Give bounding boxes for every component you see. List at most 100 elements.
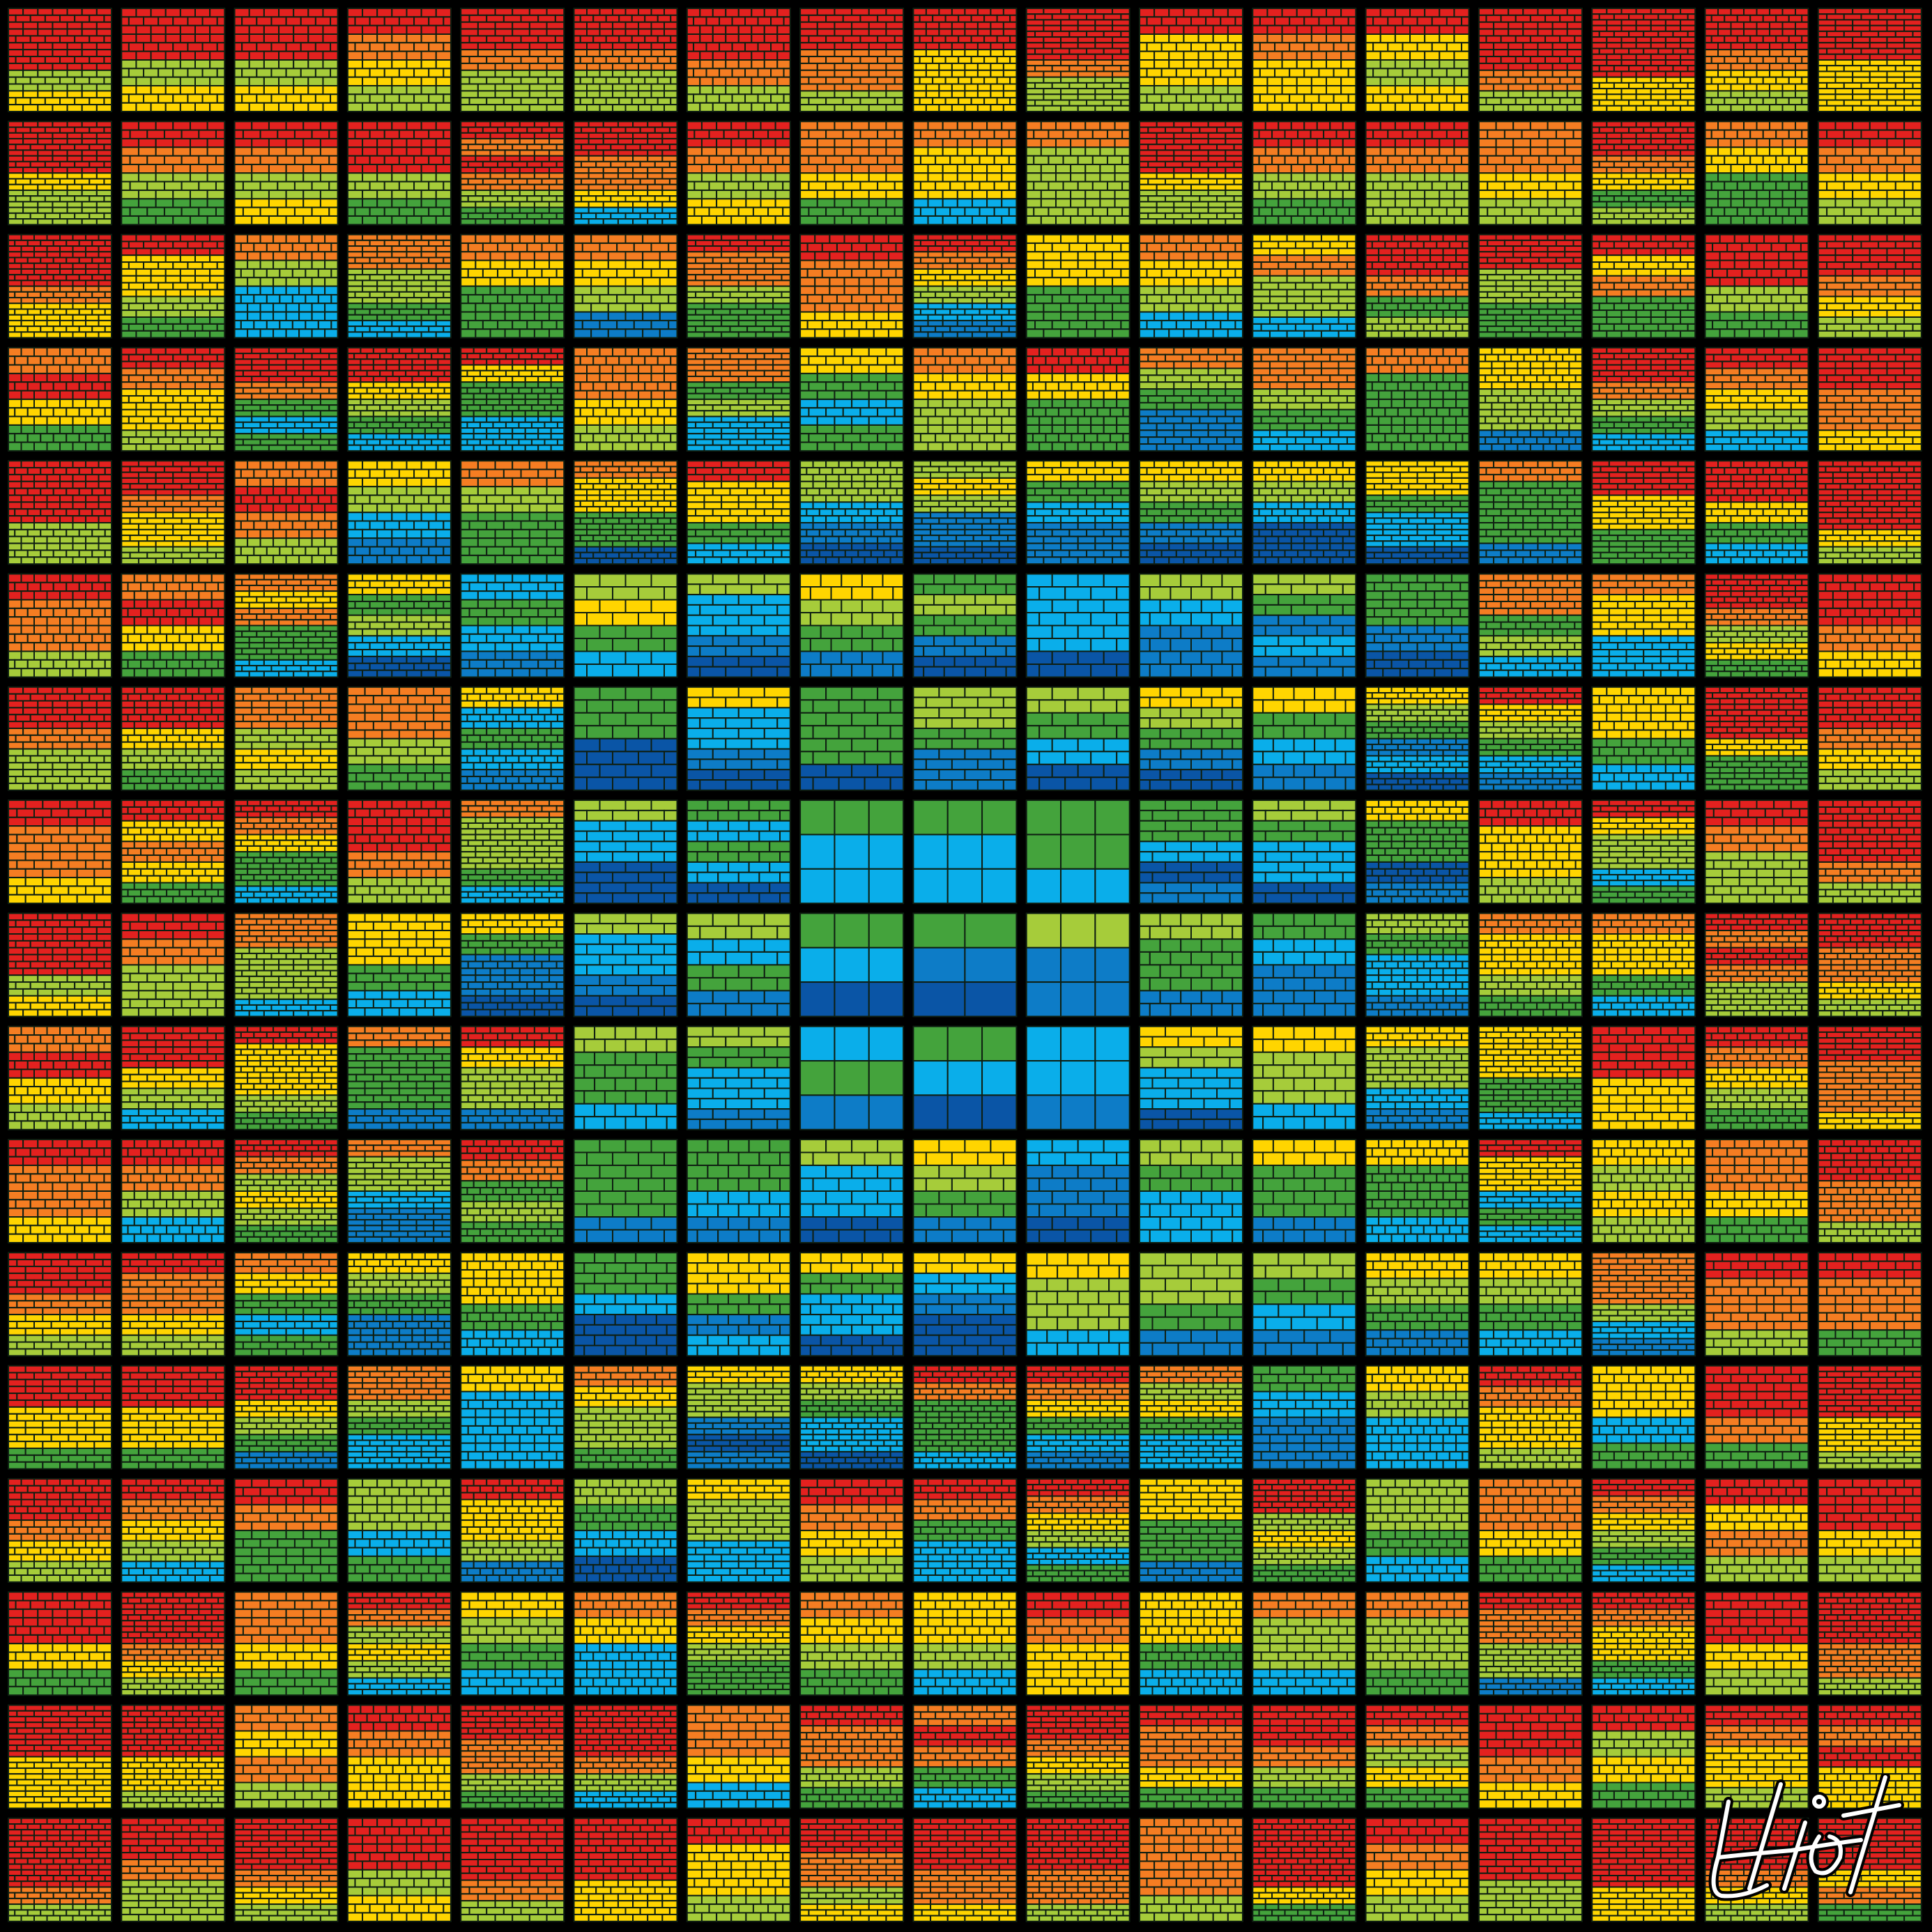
tile-brick — [703, 262, 723, 270]
tile-brick — [990, 28, 1004, 37]
tile-brick — [1168, 50, 1185, 61]
tile-brick — [808, 35, 827, 44]
tile-brick — [1448, 240, 1464, 250]
tile-brick — [467, 160, 484, 169]
tile-brick — [95, 155, 112, 162]
tile-brick — [98, 297, 112, 305]
tile-brick — [1736, 35, 1751, 44]
tile-brick — [1635, 172, 1652, 180]
tile-brick — [1591, 70, 1608, 78]
tile-brick — [1650, 201, 1666, 208]
tile-brick — [37, 8, 54, 16]
tile-brick — [607, 233, 627, 244]
tile-brick — [1168, 8, 1185, 18]
tile-brick — [719, 93, 733, 104]
tile-brick — [1493, 104, 1510, 113]
tile-brick — [233, 163, 253, 174]
tile-brick — [887, 277, 905, 287]
tile-brick — [885, 21, 905, 30]
tile-brick — [612, 69, 627, 78]
tile-brick — [460, 259, 477, 270]
tile-brick — [1521, 325, 1540, 333]
tile-brick — [1500, 76, 1517, 85]
tile-brick — [277, 155, 296, 165]
tile-brick — [428, 239, 445, 247]
tile-brick — [413, 68, 430, 78]
tile-brick — [181, 181, 200, 191]
tile-brick — [1769, 90, 1784, 99]
tile-brick — [1635, 247, 1652, 256]
tile-brick — [712, 308, 731, 316]
tile-brick — [686, 331, 705, 339]
tile-brick — [942, 314, 958, 321]
tile-brick — [311, 155, 330, 165]
tile-brick — [1303, 163, 1318, 174]
tile-brick — [241, 93, 258, 104]
tile-brick — [1349, 206, 1357, 217]
tile-brick — [135, 268, 152, 277]
tile-brick — [632, 206, 649, 214]
tile-brick — [595, 160, 612, 169]
tile-brick — [33, 302, 48, 310]
tile-brick — [1606, 93, 1623, 101]
tile-brick — [1297, 181, 1312, 191]
tile-brick — [1442, 268, 1457, 277]
tile-brick — [1197, 33, 1214, 44]
tile-brick — [668, 195, 678, 203]
tile-brick — [1084, 172, 1101, 183]
tile-brick — [638, 49, 652, 58]
tile-brick — [1843, 181, 1862, 191]
tile-brick — [1416, 233, 1432, 243]
tile-brick — [8, 83, 24, 92]
tile-brick — [1296, 33, 1312, 44]
tile-brick — [1212, 311, 1229, 321]
tile-brick — [1416, 330, 1432, 339]
tile-brick — [935, 274, 951, 282]
tile-brick — [1429, 309, 1444, 319]
tile-brick — [1487, 239, 1505, 247]
tile-brick — [1086, 82, 1105, 90]
tile-brick — [624, 277, 644, 287]
tile-brick — [1687, 195, 1696, 203]
tile-brick — [319, 215, 339, 226]
tile-brick — [155, 137, 174, 148]
tile-brick — [1817, 65, 1828, 72]
tile-brick — [1710, 76, 1726, 85]
tile-brick — [772, 268, 791, 276]
tile-brick — [512, 178, 528, 185]
tile-brick — [834, 172, 853, 183]
tile-brick — [209, 85, 226, 95]
tile-brick — [781, 239, 791, 247]
tile-brick — [98, 302, 112, 310]
tile-brick — [573, 251, 592, 261]
tile-brick — [475, 149, 491, 157]
tile-brick — [971, 233, 988, 241]
tile-brick — [189, 215, 208, 226]
tile-brick — [1512, 245, 1531, 253]
tile-brick — [319, 198, 339, 208]
tile-brick — [66, 189, 83, 197]
tile-brick — [990, 62, 1004, 71]
tile-brick — [233, 85, 250, 95]
tile-brick — [880, 242, 897, 253]
tile-brick — [528, 8, 548, 16]
tile-brick — [1439, 189, 1455, 200]
tile-brick — [1485, 56, 1502, 64]
tile-brick — [1736, 206, 1751, 217]
tile-brick — [1320, 309, 1340, 319]
tile-brick — [1512, 198, 1531, 208]
tile-brick — [894, 35, 905, 44]
tile-brick — [52, 83, 68, 92]
tile-brick — [887, 311, 905, 321]
tile-brick — [755, 331, 774, 339]
tile-brick — [443, 16, 452, 26]
tile-brick — [1817, 129, 1828, 139]
tile-brick — [52, 149, 68, 157]
tile-brick — [868, 172, 887, 183]
tile-brick — [956, 331, 973, 339]
tile-brick — [859, 181, 879, 191]
tile-brick — [1834, 189, 1854, 200]
tile-brick — [1591, 178, 1600, 185]
mosaic-tile — [121, 233, 226, 339]
tile-brick — [1365, 42, 1374, 52]
